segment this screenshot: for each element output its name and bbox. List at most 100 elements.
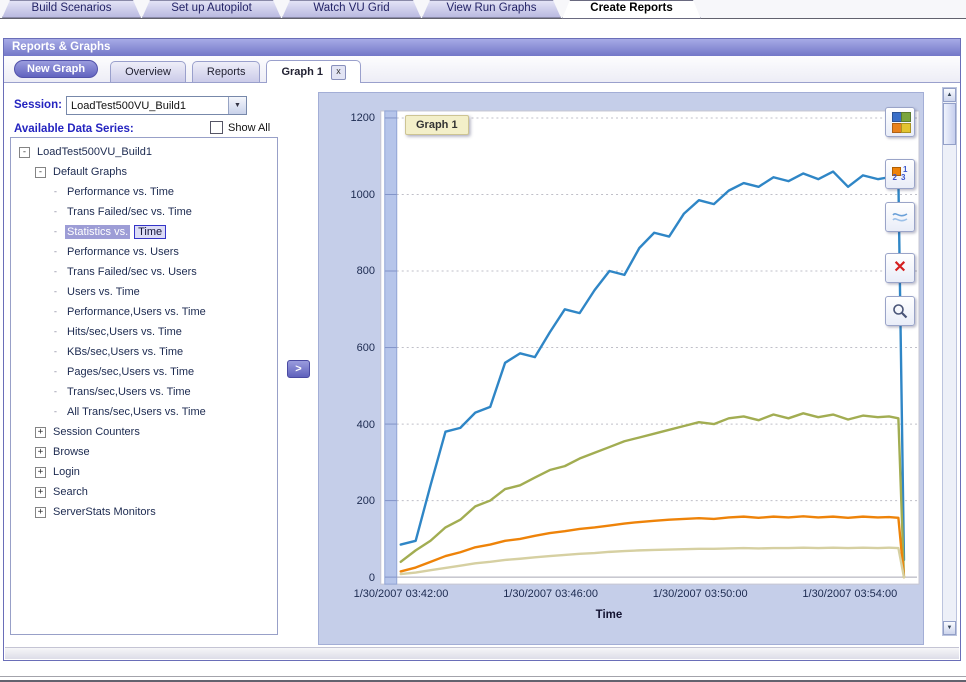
tree-item-hits-sec-users-vs-time[interactable]: - Hits/sec,Users vs. Time xyxy=(11,322,277,342)
tree-item-trans-failed-sec-vs-time[interactable]: - Trans Failed/sec vs. Time xyxy=(11,202,277,222)
tree-item-browse[interactable]: + Browse xyxy=(11,442,277,462)
add-series-button[interactable]: > xyxy=(287,360,310,378)
tree-item-label: Browse xyxy=(53,446,90,458)
branch-icon: - xyxy=(52,346,59,357)
expand-icon[interactable]: + xyxy=(35,446,46,458)
dropdown-arrow-icon[interactable]: ▼ xyxy=(228,97,246,114)
main-tab-watch-vu-grid[interactable]: Watch VU Grid xyxy=(282,0,421,18)
tree-item-search[interactable]: + Search xyxy=(11,482,277,502)
tree-item-session-counters[interactable]: + Session Counters xyxy=(11,422,277,442)
reports-graphs-panel: Reports & Graphs New Graph Overview Repor… xyxy=(3,38,961,661)
tab-overview[interactable]: Overview xyxy=(110,61,186,82)
graph-type-colors-button[interactable] xyxy=(885,107,915,137)
tree-item-label: Statistics vs. xyxy=(65,225,131,239)
tree-item-label: LoadTest500VU_Build1 xyxy=(37,146,152,158)
tree-item-all-trans-sec-users-vs-time[interactable]: - All Trans/sec,Users vs. Time xyxy=(11,402,277,422)
tree-item-label: Users vs. Time xyxy=(67,286,140,298)
collapse-icon[interactable]: - xyxy=(35,166,46,178)
tree-item-label: Search xyxy=(53,486,88,498)
tab-label: Reports xyxy=(206,66,246,78)
tree-item-label: Performance vs. Time xyxy=(67,186,174,198)
branch-icon: - xyxy=(52,186,59,197)
chart-svg xyxy=(380,110,920,585)
branch-icon: - xyxy=(52,386,59,397)
main-tab-create-reports[interactable]: Create Reports xyxy=(562,0,701,19)
tree-item-kbs-sec-users-vs-time[interactable]: - KBs/sec,Users vs. Time xyxy=(11,342,277,362)
close-tab-icon[interactable]: x xyxy=(331,64,347,80)
wavy-lines-icon xyxy=(892,213,908,222)
session-dropdown-value: LoadTest500VU_Build1 xyxy=(71,99,186,112)
zoom-button[interactable] xyxy=(885,296,915,326)
checkbox-icon[interactable] xyxy=(210,121,223,134)
branch-icon: - xyxy=(52,266,59,277)
branch-icon: - xyxy=(52,286,59,297)
tab-reports[interactable]: Reports xyxy=(191,61,261,82)
expand-icon[interactable]: + xyxy=(35,426,46,438)
session-dropdown[interactable]: LoadTest500VU_Build1 ▼ xyxy=(66,96,247,115)
data-labels-button[interactable]: 1 2 3 xyxy=(885,159,915,189)
delete-icon: ✕ xyxy=(893,259,907,276)
expand-icon[interactable]: + xyxy=(35,506,46,518)
branch-icon: - xyxy=(52,326,59,337)
scroll-down-icon[interactable]: ▼ xyxy=(943,621,956,635)
status-strip xyxy=(5,647,959,659)
tree-item-label: Default Graphs xyxy=(53,166,127,178)
collapse-icon[interactable]: - xyxy=(19,146,30,158)
line-style-button[interactable] xyxy=(885,202,915,232)
tree-item-users-vs-time[interactable]: - Users vs. Time xyxy=(11,282,277,302)
tree-item-performance-users-vs-time[interactable]: - Performance,Users vs. Time xyxy=(11,302,277,322)
scrollbar-thumb[interactable] xyxy=(943,103,956,145)
main-tab-view-run-graphs[interactable]: View Run Graphs xyxy=(422,0,561,18)
tree-item-loadtest500vu-build1[interactable]: - LoadTest500VU_Build1 xyxy=(11,142,277,162)
numbered-legend-icon: 1 2 3 xyxy=(891,165,908,182)
tree-item-trans-failed-sec-vs-users[interactable]: - Trans Failed/sec vs. Users xyxy=(11,262,277,282)
magnifier-icon xyxy=(893,304,908,319)
tree-item-performance-vs-users[interactable]: - Performance vs. Users xyxy=(11,242,277,262)
series-tree: - LoadTest500VU_Build1- Default Graphs - Per… xyxy=(10,137,278,635)
show-all-checkbox[interactable]: Show All xyxy=(210,121,270,134)
tree-item-serverstats-monitors[interactable]: + ServerStats Monitors xyxy=(11,502,277,522)
panel-tabs: Overview Reports Graph 1 x xyxy=(110,60,362,83)
branch-icon: - xyxy=(52,406,59,417)
branch-icon: - xyxy=(52,246,59,257)
vertical-scrollbar[interactable]: ▲ ▼ xyxy=(942,87,957,636)
tree-item-login[interactable]: + Login xyxy=(11,462,277,482)
tree-item-label: Performance vs. Users xyxy=(67,246,179,258)
show-all-label: Show All xyxy=(228,121,271,134)
tree-item-label: Trans/sec,Users vs. Time xyxy=(67,386,191,398)
tree-item-performance-vs-time[interactable]: - Performance vs. Time xyxy=(11,182,277,202)
graph-tab-bar: New Graph Overview Reports Graph 1 x xyxy=(4,56,960,83)
chart-toolbar: 1 2 3 ✕ xyxy=(885,107,915,326)
session-label: Session: xyxy=(14,99,62,111)
main-tab-build-scenarios[interactable]: Build Scenarios xyxy=(2,0,141,18)
expand-icon[interactable]: + xyxy=(35,466,46,478)
branch-icon: - xyxy=(52,206,59,217)
tree-item-pages-sec-users-vs-time[interactable]: - Pages/sec,Users vs. Time xyxy=(11,362,277,382)
tree-item-default-graphs[interactable]: - Default Graphs xyxy=(11,162,277,182)
tree-item-trans-sec-users-vs-time[interactable]: - Trans/sec,Users vs. Time xyxy=(11,382,277,402)
branch-icon: - xyxy=(52,306,59,317)
tree-item-label-boxed: Time xyxy=(134,225,167,239)
delete-graph-button[interactable]: ✕ xyxy=(885,253,915,283)
branch-icon: - xyxy=(52,226,59,237)
expand-icon[interactable]: + xyxy=(35,486,46,498)
new-graph-button[interactable]: New Graph xyxy=(14,60,99,78)
tree-item-label: KBs/sec,Users vs. Time xyxy=(67,346,184,358)
window-edge xyxy=(0,680,966,682)
main-tab-set-up-autopilot[interactable]: Set up Autopilot xyxy=(142,0,281,18)
chart-panel: Graph 1 0 200 400 600 800 1000 1200 1/30/2007 … xyxy=(318,92,924,645)
graph-badge: Graph 1 xyxy=(405,115,469,135)
tree-item-label: Trans Failed/sec vs. Time xyxy=(67,206,192,218)
branch-icon: - xyxy=(52,366,59,377)
tree-item-label: Trans Failed/sec vs. Users xyxy=(67,266,197,278)
scroll-up-icon[interactable]: ▲ xyxy=(943,88,956,102)
tab-graph-1[interactable]: Graph 1 x xyxy=(266,60,362,83)
panel-content: Session: LoadTest500VU_Build1 ▼ Availabl… xyxy=(4,83,960,648)
tree-item-label: Pages/sec,Users vs. Time xyxy=(67,366,195,378)
tree-item-statistics-vs-time[interactable]: - Statistics vs. Time xyxy=(11,222,277,242)
available-series-label: Available Data Series: xyxy=(14,123,134,135)
window-bottom-border xyxy=(0,676,966,677)
tree-item-label: ServerStats Monitors xyxy=(53,506,156,518)
tree-item-label: All Trans/sec,Users vs. Time xyxy=(67,406,206,418)
